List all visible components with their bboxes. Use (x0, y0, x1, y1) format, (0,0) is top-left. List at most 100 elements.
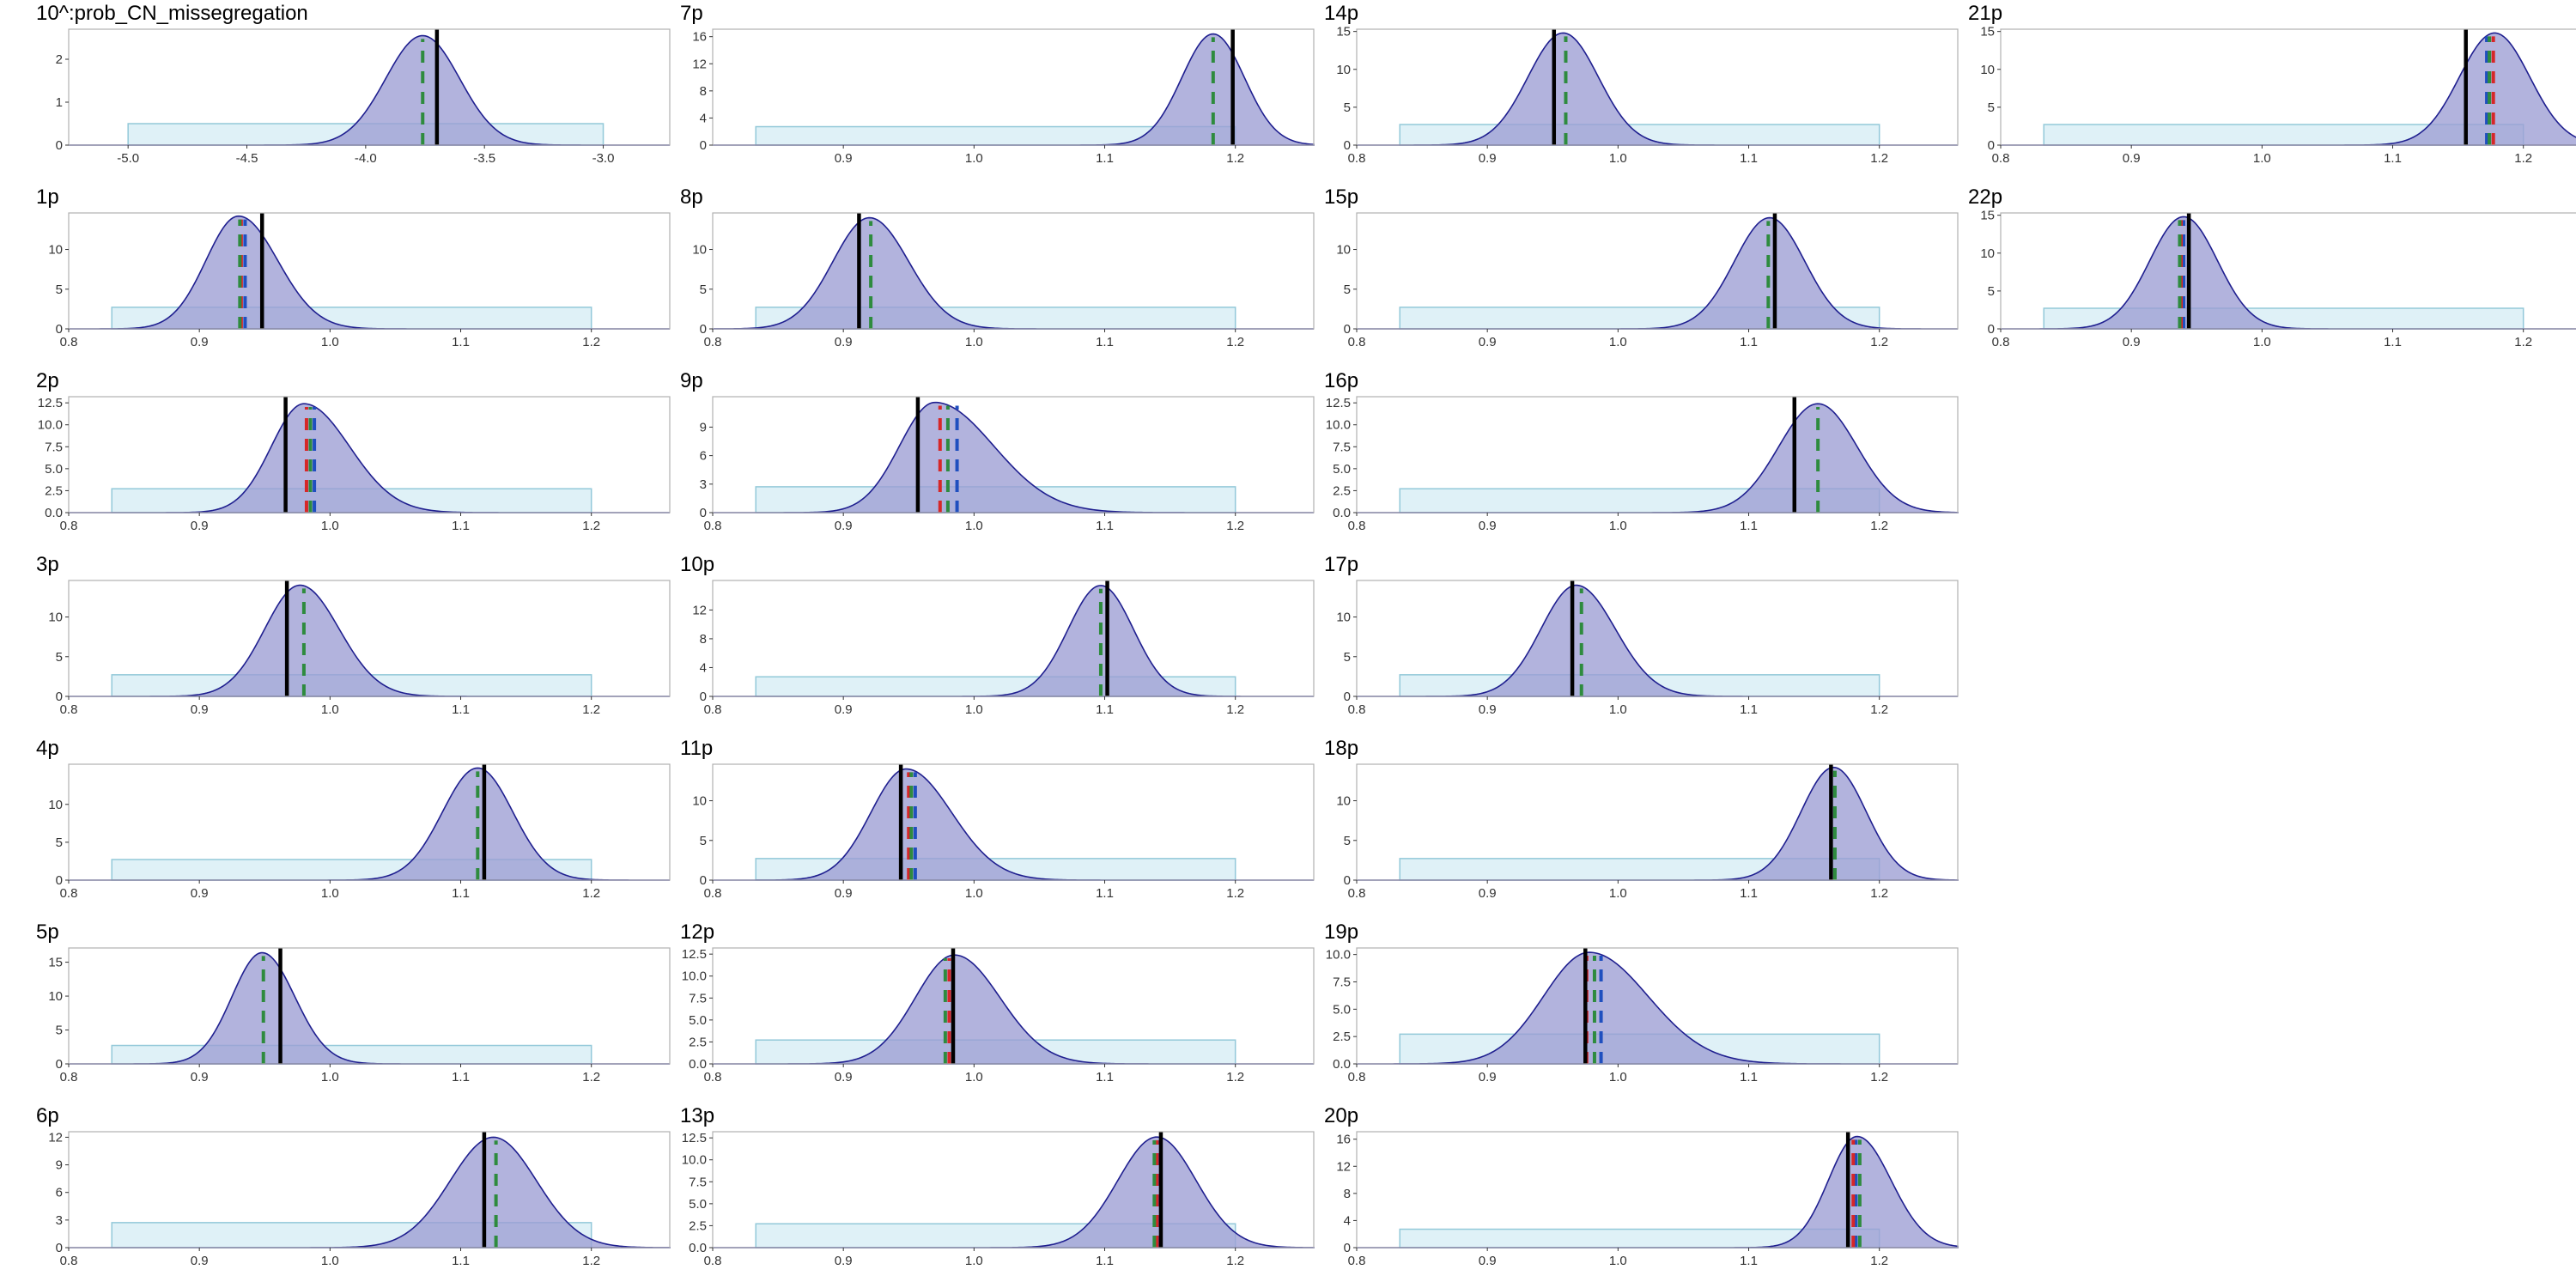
x-tick-label: 0.8 (704, 1254, 722, 1268)
y-tick-label: 10 (1336, 794, 1351, 809)
panel-16p: 16p 0.0 2.5 5.0 7.5 10.0 12.5 0.8 0.9 1.0 1.1 1.2 (1322, 368, 1959, 548)
x-tick-label: 0.8 (704, 335, 722, 349)
x-tick-label: 1.0 (321, 702, 339, 717)
y-tick-label: 12 (48, 1130, 63, 1145)
y-tick-label: 8 (700, 84, 707, 99)
x-tick-label: 1.0 (2253, 151, 2271, 166)
x-tick-label: 1.2 (582, 702, 600, 717)
plot-frame (1356, 1131, 1959, 1249)
y-tick-label: 0 (1988, 138, 1995, 153)
x-tick-label: 0.9 (835, 886, 853, 901)
y-tick-label: 5 (1988, 284, 1995, 299)
x-tick-label: 0.9 (2123, 335, 2141, 349)
x-tick-label: 1.2 (1870, 702, 1888, 717)
panel-title: 2p (36, 369, 59, 392)
x-tick-label: 0.8 (1348, 519, 1366, 533)
y-tick-label: 5 (700, 283, 707, 297)
x-tick-label: 1.2 (1226, 702, 1244, 717)
panel-title: 7p (680, 2, 703, 25)
x-tick-label: -3.0 (592, 151, 615, 166)
panel-title: 20p (1324, 1104, 1359, 1127)
y-tick-label: 0.0 (1333, 1057, 1351, 1072)
panel-14p: 14p 0 5 10 15 0.8 0.9 1.0 1.1 1.2 (1322, 0, 1959, 180)
x-tick-label: 0.8 (1348, 335, 1366, 349)
y-tick-label: 10 (1980, 246, 1995, 261)
x-tick-label: 1.1 (1096, 1070, 1114, 1084)
x-tick-label: 1.0 (2253, 335, 2271, 349)
x-tick-label: 0.9 (835, 702, 853, 717)
y-tick-label: 15 (1980, 209, 1995, 223)
panel-10p: 10p 0 4 8 12 0.8 0.9 1.0 1.1 1.2 (678, 551, 1315, 732)
panel-title: 3p (36, 553, 59, 576)
panel-title: 9p (680, 369, 703, 392)
panel-3p: 3p 0 5 10 0.8 0.9 1.0 1.1 1.2 (34, 551, 671, 732)
y-tick-label: 0.0 (689, 1241, 707, 1255)
plot-frame (1356, 763, 1959, 881)
x-tick-label: 0.9 (191, 702, 209, 717)
x-tick-label: 0.8 (704, 1070, 722, 1084)
x-tick-label: 0.9 (835, 1254, 853, 1268)
x-tick-label: 1.0 (965, 335, 983, 349)
y-tick-label: 3 (700, 477, 707, 492)
density-plot: 0.0 2.5 5.0 7.5 10.0 12.5 0.8 0.9 1.0 1.1 1.2 (38, 396, 671, 533)
y-tick-label: 10 (1336, 63, 1351, 77)
x-tick-label: 1.0 (1609, 702, 1627, 717)
y-tick-label: 2 (56, 52, 63, 67)
panel-title: 18p (1324, 737, 1359, 760)
x-tick-label: 0.9 (1479, 151, 1497, 166)
panel-18p: 18p 0 5 10 0.8 0.9 1.0 1.1 1.2 (1322, 735, 1959, 915)
panel-title: 16p (1324, 369, 1359, 392)
x-tick-label: 1.2 (1870, 1254, 1888, 1268)
x-tick-label: 1.1 (452, 519, 470, 533)
y-tick-label: 10.0 (1326, 418, 1351, 433)
panel-title: 1p (36, 185, 59, 209)
x-tick-label: 0.8 (60, 335, 78, 349)
density-plot: 0 1 2 -5.0 -4.5 -4.0 -3.5 -3.0 (56, 28, 671, 166)
panel-12p: 12p 0.0 2.5 5.0 7.5 10.0 12.5 0.8 0.9 1.0 1.1 1.2 (678, 919, 1315, 1099)
y-tick-label: 5 (1344, 834, 1351, 848)
y-tick-label: 12 (692, 603, 707, 617)
y-tick-label: 5.0 (689, 1013, 707, 1028)
x-tick-label: 1.0 (1609, 519, 1627, 533)
x-tick-label: 0.9 (2123, 151, 2141, 166)
y-tick-label: 6 (56, 1186, 63, 1200)
x-tick-label: 0.8 (1348, 886, 1366, 901)
y-tick-label: 10 (48, 798, 63, 812)
panel-11p: 11p 0 5 10 0.8 0.9 1.0 1.1 1.2 (678, 735, 1315, 915)
y-tick-label: 0 (700, 322, 707, 337)
y-tick-label: 2.5 (1333, 483, 1351, 498)
plot-frame (68, 212, 671, 330)
y-tick-label: 4 (700, 660, 707, 675)
panel-title: 10p (680, 553, 715, 576)
x-tick-label: 0.9 (1479, 519, 1497, 533)
panel-17p: 17p 0 5 10 0.8 0.9 1.0 1.1 1.2 (1322, 551, 1959, 732)
y-tick-label: 0 (56, 1057, 63, 1072)
x-tick-label: 1.1 (1740, 335, 1758, 349)
x-tick-label: 1.1 (1096, 886, 1114, 901)
panel-6p: 6p 0 3 6 9 12 0.8 0.9 1.0 1.1 1.2 (34, 1103, 671, 1283)
plot-frame (68, 396, 671, 513)
x-tick-label: -4.0 (355, 151, 377, 166)
x-tick-label: 1.2 (582, 335, 600, 349)
plot-frame (68, 763, 671, 881)
panel-13p: 13p 0.0 2.5 5.0 7.5 10.0 12.5 0.8 0.9 1.0 1.1 1.2 (678, 1103, 1315, 1283)
y-tick-label: 2.5 (689, 1218, 707, 1233)
y-tick-label: 10 (1980, 63, 1995, 77)
y-tick-label: 8 (1344, 1187, 1351, 1201)
panel-title: 4p (36, 737, 59, 760)
x-tick-label: 0.8 (704, 519, 722, 533)
plot-frame (68, 580, 671, 697)
density-plot: 0 4 8 12 0.8 0.9 1.0 1.1 1.2 (692, 580, 1315, 717)
y-tick-label: 2.5 (45, 483, 63, 498)
x-tick-label: 0.8 (1348, 1070, 1366, 1084)
x-tick-label: 0.8 (60, 886, 78, 901)
density-plot: 0 4 8 12 16 0.9 1.0 1.1 1.2 (692, 28, 1315, 166)
x-tick-label: 1.2 (1226, 886, 1244, 901)
y-tick-label: 5.0 (1333, 1002, 1351, 1017)
x-tick-label: 1.2 (1226, 1254, 1244, 1268)
panel-2p: 2p 0.0 2.5 5.0 7.5 10.0 12.5 0.8 0.9 1.0 1.1 1.2 (34, 368, 671, 548)
y-tick-label: 5 (1344, 650, 1351, 665)
x-tick-label: 1.0 (321, 519, 339, 533)
y-tick-label: 5.0 (689, 1197, 707, 1212)
